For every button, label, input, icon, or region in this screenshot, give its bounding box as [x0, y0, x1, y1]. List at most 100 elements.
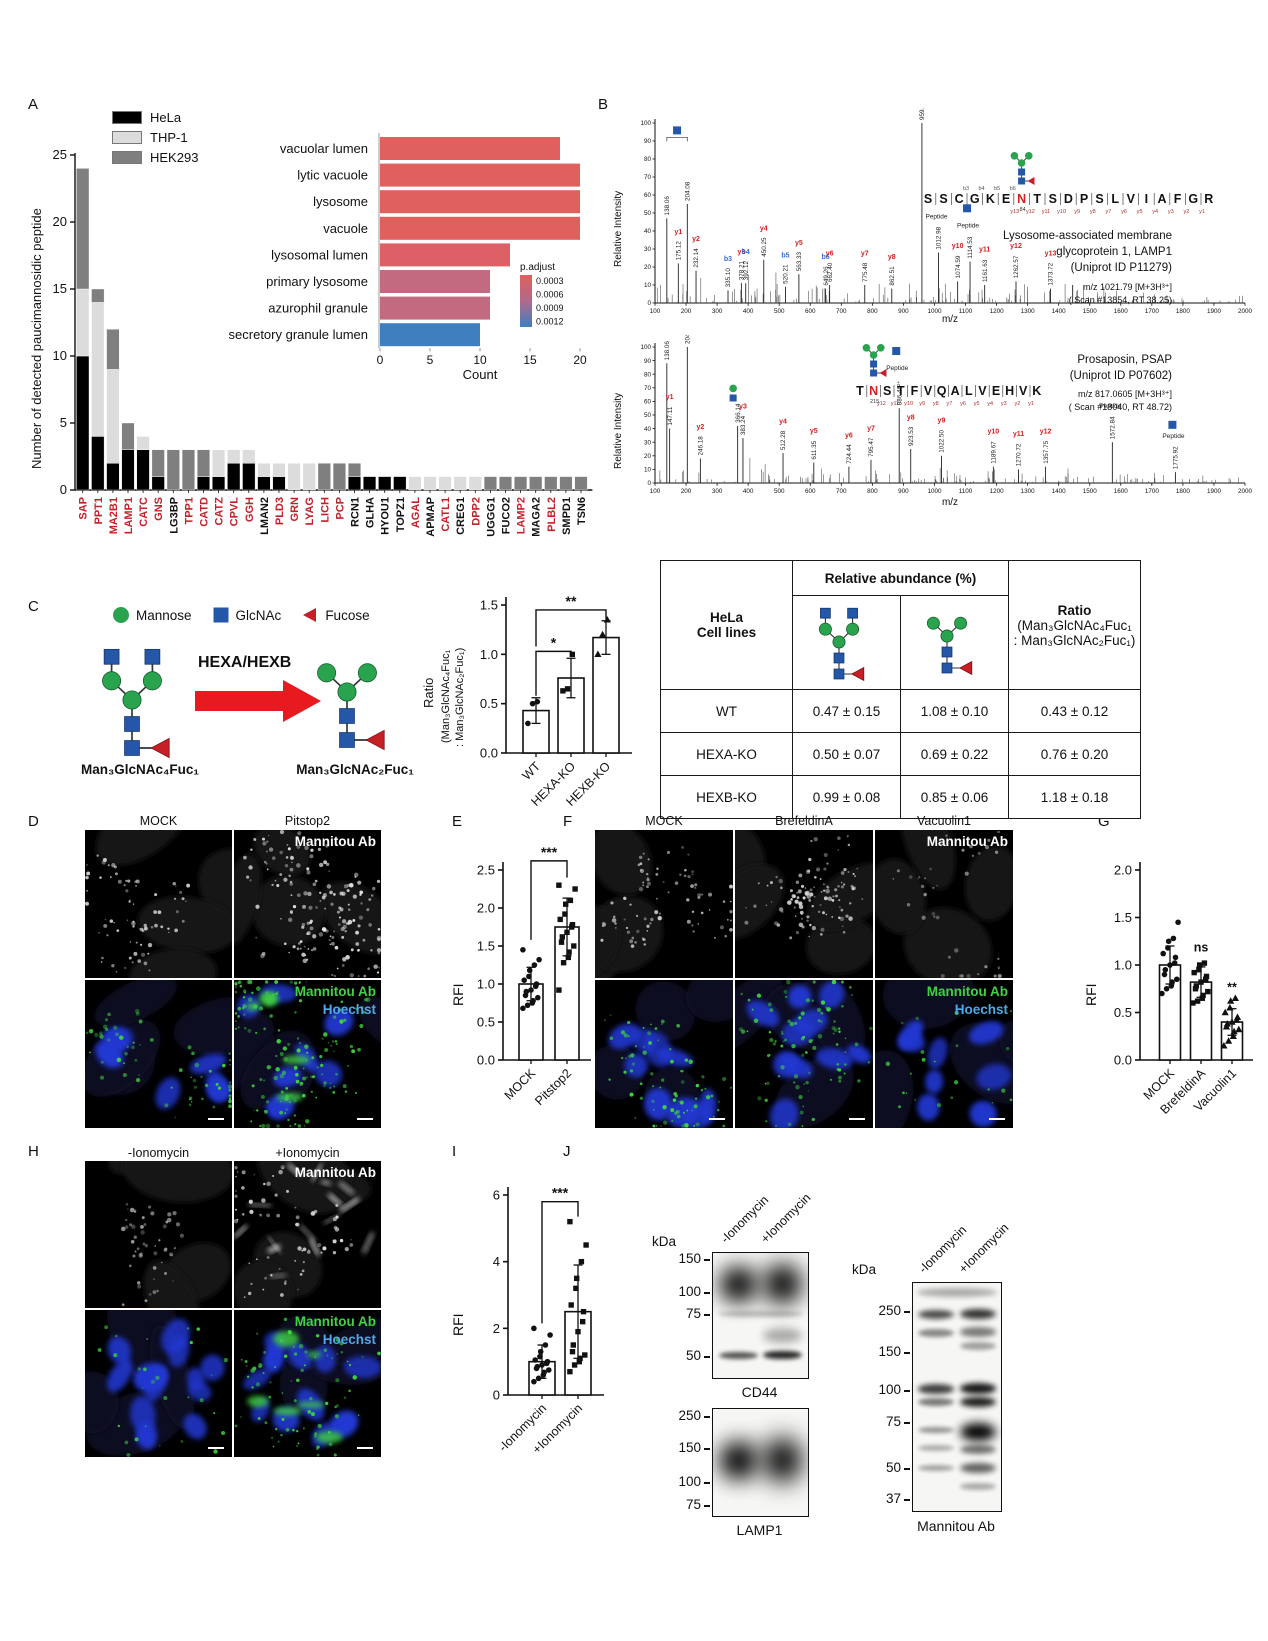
fucose-label: Fucose: [325, 607, 370, 623]
svg-text:CATZ: CATZ: [214, 497, 226, 526]
svg-text:520.21: 520.21: [783, 264, 790, 284]
svg-text:K: K: [1032, 384, 1041, 398]
kda-tick-dash: [704, 1481, 710, 1484]
panel-g-label: G: [1098, 813, 1110, 830]
svg-text:366.14: 366.14: [735, 403, 742, 423]
svg-text:1200: 1200: [990, 488, 1005, 495]
svg-text:y10: y10: [1057, 209, 1066, 215]
ratio-line1: Ratio: [1057, 602, 1092, 618]
mannose-label: Mannose: [136, 607, 192, 623]
svg-text:10: 10: [53, 348, 67, 363]
kda-tick-dash: [704, 1447, 710, 1450]
blot-band: [917, 1287, 997, 1297]
kda-unit-label: kDa: [652, 1234, 677, 1249]
blot-band: [959, 1444, 996, 1454]
microscopy-h-plus-iono-gray: Mannitou Ab: [234, 1161, 381, 1308]
svg-text:300: 300: [712, 488, 723, 495]
svg-text:y7: y7: [861, 251, 869, 258]
svg-text:y3: y3: [739, 404, 747, 411]
svg-text:MA2B1: MA2B1: [108, 497, 120, 534]
column-title-d-0: MOCK: [139, 814, 178, 828]
svg-text:80: 80: [644, 156, 652, 163]
svg-text:383.24: 383.24: [740, 415, 747, 435]
uniprot-id: (Uniprot ID P07602): [1069, 370, 1172, 382]
kda-tick-dash: [704, 1313, 710, 1316]
blot-band: [959, 1482, 996, 1491]
svg-text:T: T: [1033, 192, 1041, 206]
svg-text:724.44: 724.44: [846, 444, 853, 464]
svg-text:90: 90: [644, 138, 652, 145]
overlay-hoechst: Hoechst: [322, 1002, 376, 1017]
svg-text:1100: 1100: [959, 308, 973, 315]
svg-text:F: F: [911, 384, 919, 398]
panel-h-label: H: [28, 1143, 39, 1160]
svg-text:PLBL2: PLBL2: [546, 497, 558, 532]
svg-text:0.0: 0.0: [477, 1053, 495, 1068]
svg-text:y13: y13: [1010, 209, 1019, 215]
hela-label: HeLa: [150, 110, 182, 125]
svg-text:PCP: PCP: [334, 497, 346, 520]
svg-text:500: 500: [774, 308, 785, 315]
svg-text:N: N: [869, 384, 878, 398]
svg-text:1700: 1700: [1145, 488, 1160, 495]
svg-text:5: 5: [427, 353, 434, 367]
svg-text:1200: 1200: [990, 308, 1005, 315]
scale-bar: [849, 1117, 865, 1120]
svg-text:200: 200: [681, 308, 692, 315]
blot-name-0: CD44: [741, 1384, 778, 1400]
svg-text:100: 100: [640, 120, 651, 127]
svg-text:0.5: 0.5: [477, 1015, 495, 1030]
kda-tick-250: 250: [678, 1407, 701, 1423]
reaction-arrow-icon: [195, 680, 321, 722]
panel-i-label: I: [452, 1143, 457, 1160]
svg-text:1100: 1100: [959, 488, 973, 495]
row-v1: 0.99 ± 0.08: [792, 775, 901, 819]
svg-text:PPT1: PPT1: [93, 497, 105, 525]
svg-text:1022.50: 1022.50: [939, 430, 946, 453]
svg-text:90: 90: [644, 358, 652, 365]
thp1-swatch: [112, 131, 142, 144]
blot-band: [959, 1383, 996, 1394]
svg-text:vacuolar lumen: vacuolar lumen: [280, 141, 368, 156]
svg-text:900: 900: [898, 308, 909, 315]
table-glycan-full-header: [792, 595, 901, 690]
svg-text:lytic vacuole: lytic vacuole: [297, 168, 368, 183]
svg-text:100: 100: [650, 308, 661, 315]
svg-text:1262.57: 1262.57: [1013, 255, 1020, 278]
svg-text:y12: y12: [1040, 428, 1052, 435]
svg-text:y12: y12: [1010, 243, 1022, 250]
glycan-man3glcnac2fuc1: [317, 663, 385, 751]
svg-text:40: 40: [644, 426, 652, 433]
kda-tick-37: 37: [885, 1490, 901, 1506]
svg-text:y7: y7: [867, 425, 875, 432]
legend-glcnac: GlcNAc: [212, 606, 281, 624]
svg-text:Pitstop2: Pitstop2: [532, 1066, 574, 1108]
svg-text:RCN1: RCN1: [350, 497, 362, 527]
glycan-legend: Mannose GlcNAc Fucose: [112, 606, 370, 624]
svg-text:y8: y8: [933, 401, 939, 407]
row-v2: 1.08 ± 0.10: [899, 689, 1010, 733]
svg-text:HYOU1: HYOU1: [380, 497, 392, 535]
svg-text:204.09: 204.09: [685, 335, 692, 344]
svg-text:APMAP: APMAP: [425, 497, 437, 537]
svg-text:p.adjust: p.adjust: [520, 262, 555, 273]
svg-text:C: C: [955, 192, 964, 206]
svg-text:primary lysosome: primary lysosome: [266, 274, 368, 289]
blot-band: [959, 1309, 996, 1320]
legend-item-thp1: THP-1: [112, 130, 198, 145]
spec2-protein-info: Prosaposin, PSAP (Uniprot ID P07602) m/z…: [1010, 352, 1172, 414]
svg-text:700: 700: [836, 308, 847, 315]
svg-text:0: 0: [60, 482, 67, 497]
svg-text:UGGG1: UGGG1: [485, 497, 497, 537]
microscopy-f-vacuolin1-gray: Mannitou Ab: [875, 830, 1013, 978]
kda-unit-label: kDa: [852, 1262, 877, 1277]
svg-text:232.14: 232.14: [693, 248, 700, 268]
row-ratio: 1.18 ± 0.18: [1008, 775, 1142, 819]
svg-text:y6: y6: [845, 432, 853, 439]
glcnac-icon: [213, 607, 229, 623]
svg-text:500: 500: [774, 488, 785, 495]
svg-text:Peptide: Peptide: [1162, 433, 1184, 440]
svg-text:CREG1: CREG1: [455, 497, 467, 535]
blot-band: [718, 1265, 758, 1303]
svg-text:0.0009: 0.0009: [536, 303, 564, 313]
